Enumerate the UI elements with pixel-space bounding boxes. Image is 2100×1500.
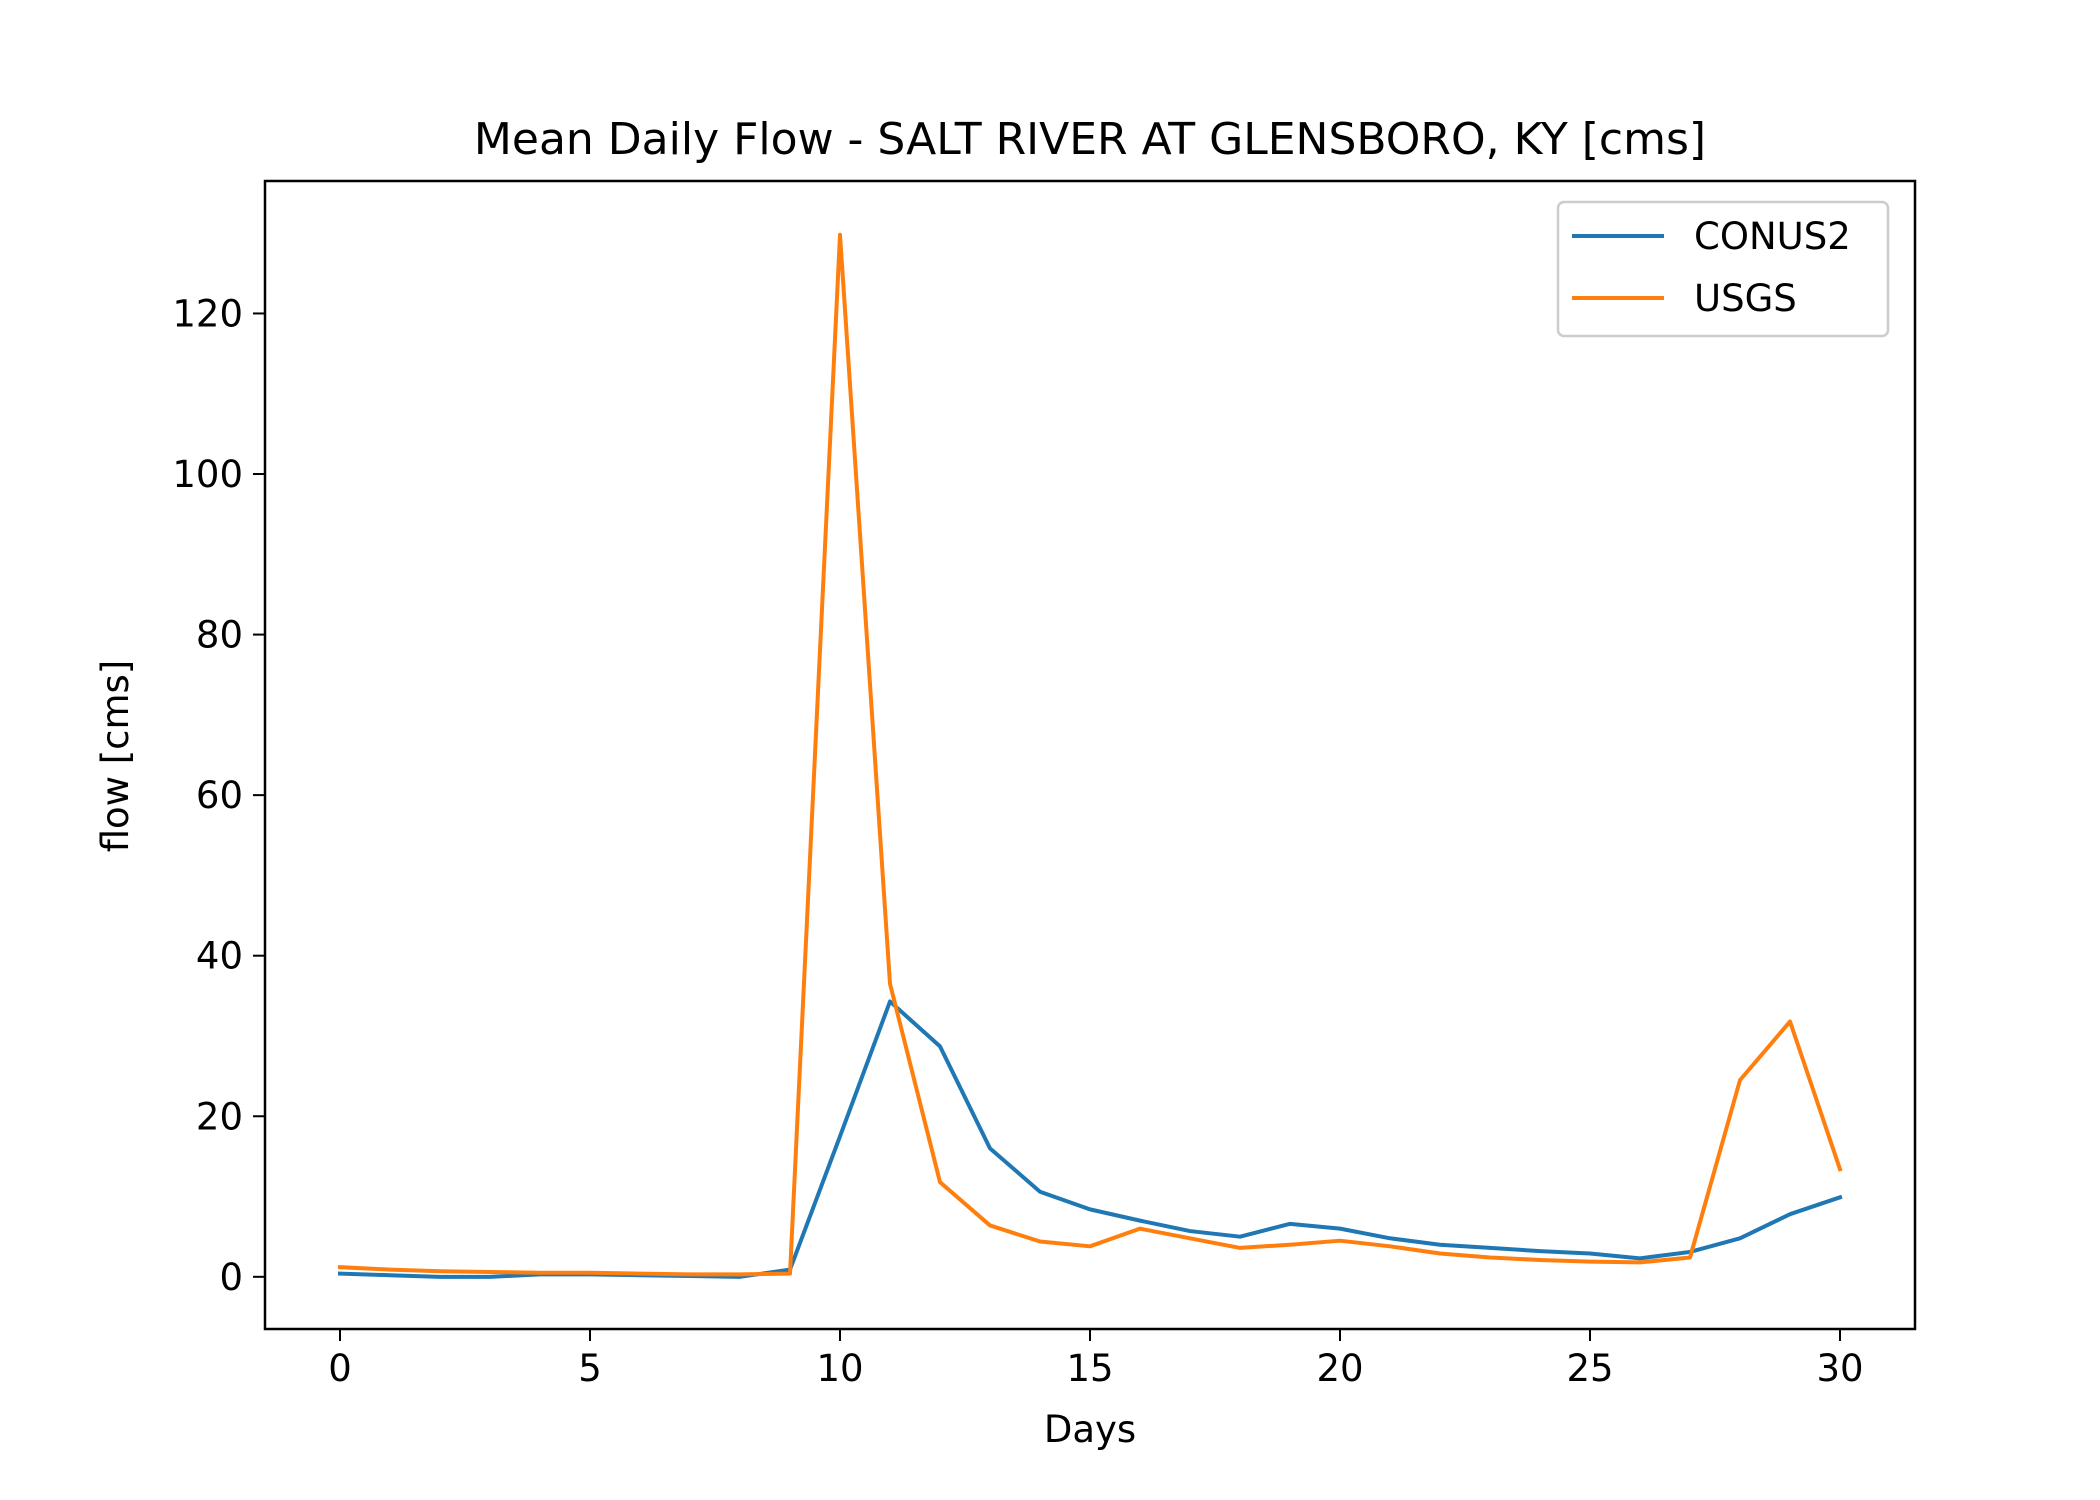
y-tick-label: 80 [196, 614, 243, 657]
y-tick-label: 20 [196, 1095, 243, 1138]
y-tick-label: 40 [196, 935, 243, 978]
x-tick-label: 0 [328, 1347, 352, 1390]
x-axis: 0 5 10 15 20 25 30 [328, 1329, 1864, 1390]
series-line-usgs [337, 232, 1843, 1277]
legend: CONUS2 USGS [1556, 200, 1890, 338]
legend-label-conus2: CONUS2 [1694, 215, 1851, 258]
x-tick-label: 10 [816, 1347, 863, 1390]
x-tick-label: 15 [1066, 1347, 1113, 1390]
y-tick-label: 100 [172, 453, 243, 496]
x-axis-label: Days [1044, 1408, 1136, 1451]
y-axis: 0 20 40 60 80 100 120 [172, 292, 265, 1299]
series-layer [337, 232, 1843, 1279]
y-tick-label: 0 [219, 1256, 243, 1299]
y-axis-label: flow [cms] [94, 660, 137, 853]
x-tick-label: 25 [1566, 1347, 1613, 1390]
x-tick-label: 30 [1816, 1347, 1863, 1390]
x-tick-label: 20 [1316, 1347, 1363, 1390]
y-tick-label: 60 [196, 774, 243, 817]
chart-title: Mean Daily Flow - SALT RIVER AT GLENSBOR… [474, 114, 1706, 165]
y-tick-label: 120 [172, 292, 243, 335]
legend-label-usgs: USGS [1694, 277, 1797, 320]
x-tick-label: 5 [578, 1347, 602, 1390]
